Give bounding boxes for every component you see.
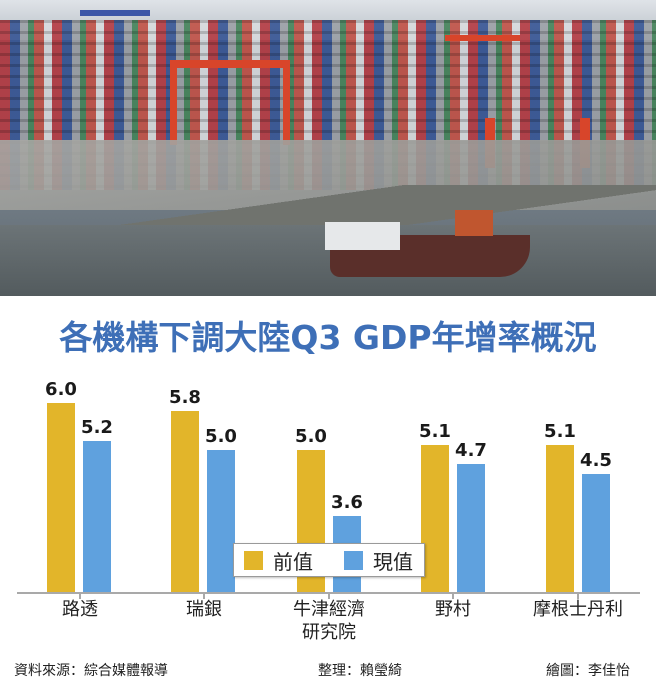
bar-curr-morgan-stanley: [582, 474, 610, 592]
chart-title: 各機構下調大陸Q3 GDP年增率概況: [59, 318, 597, 357]
bar-prev-nomura: [421, 445, 449, 592]
category-label: 瑞銀: [186, 599, 222, 620]
bar-curr-reuters: [83, 441, 111, 592]
ship-crane: [455, 210, 493, 236]
value-label-prev: 6.0: [45, 379, 77, 400]
chart-legend: 前值 現值: [233, 543, 425, 577]
legend-item-previous: 前值: [244, 544, 313, 576]
x-axis-tick: [203, 592, 205, 599]
category-label-line2: 研究院: [302, 622, 356, 643]
bar-prev-reuters: [47, 403, 75, 592]
category-label: 野村: [435, 599, 471, 620]
legend-label: 現值: [373, 549, 413, 574]
value-label-prev: 5.8: [169, 387, 201, 408]
editor-credit: 整理：賴瑩綺: [318, 663, 402, 679]
artist-credit: 繪圖：李佳怡: [546, 663, 630, 679]
gantry-crane-leg: [170, 60, 177, 145]
legend-swatch-gold: [244, 550, 263, 570]
gantry-crane: [170, 60, 290, 68]
source-credit: 資料來源：綜合媒體報導: [14, 663, 168, 679]
bar-prev-ubs: [171, 411, 199, 592]
x-axis-tick: [328, 592, 330, 599]
value-label-prev: 5.1: [544, 421, 576, 442]
bar-curr-ubs: [207, 450, 235, 592]
legend-swatch-blue: [344, 550, 363, 570]
value-label-curr: 4.5: [580, 450, 612, 471]
gantry-crane: [445, 35, 520, 41]
legend-label: 前值: [273, 549, 313, 574]
x-axis-tick: [577, 592, 579, 599]
value-label-curr: 5.0: [205, 426, 237, 447]
category-label: 路透: [62, 599, 98, 620]
value-label-curr: 4.7: [455, 440, 487, 461]
gantry-crane-blue: [80, 10, 150, 16]
gantry-crane-leg: [283, 60, 290, 145]
x-axis-tick: [452, 592, 454, 599]
value-label-prev: 5.1: [419, 421, 451, 442]
bar-prev-morgan-stanley: [546, 445, 574, 592]
port-photo: [0, 0, 656, 296]
category-label: 摩根士丹利: [533, 599, 623, 620]
value-label-curr: 5.2: [81, 417, 113, 438]
category-label-line1: 牛津經濟: [293, 599, 365, 620]
legend-item-current: 現值: [344, 544, 413, 576]
x-axis-tick: [79, 592, 81, 599]
category-label: 牛津經濟 研究院: [269, 598, 389, 644]
value-label-prev: 5.0: [295, 426, 327, 447]
value-label-curr: 3.6: [331, 492, 363, 513]
bar-curr-nomura: [457, 464, 485, 592]
ship-cabin: [325, 222, 400, 250]
